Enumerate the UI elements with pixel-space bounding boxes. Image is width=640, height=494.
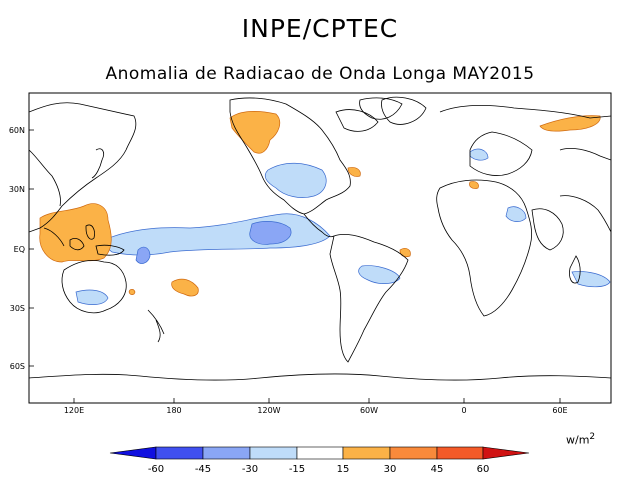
legend-label: 30 — [384, 464, 397, 475]
legend-label: 60 — [477, 464, 490, 475]
legend-label: -60 — [148, 464, 164, 475]
anomaly-negative-west-pacific — [135, 246, 151, 264]
lat-label-60n: 60N — [9, 126, 25, 135]
anomaly-positive-atlantic-us — [347, 167, 361, 177]
units-base: w/m — [566, 433, 590, 447]
coastlines — [29, 96, 611, 381]
map-subtitle: Anomalia de Radiacao de Onda Longa MAY20… — [105, 64, 535, 84]
anomaly-negative-center — [249, 221, 292, 245]
legend-label: -15 — [289, 464, 305, 475]
anomaly-positive-south-pacific — [171, 278, 199, 297]
legend-label: 15 — [337, 464, 350, 475]
map-frame — [28, 92, 612, 404]
anomaly-negative-tasman — [75, 289, 109, 305]
legend-swatch-3 — [249, 446, 298, 460]
legend-label: 45 — [431, 464, 444, 475]
anomaly-positive-north-africa — [469, 181, 479, 189]
legend-units: w/m2 — [566, 432, 595, 447]
legend-swatch-4 — [296, 446, 344, 460]
legend-swatch-above-60 — [482, 446, 530, 460]
lon-label-120w: 120W — [257, 406, 280, 415]
anomaly-negative-central-america — [264, 162, 327, 198]
legend-swatch-1 — [155, 446, 204, 460]
anomaly-negative-equatorial-pacific — [99, 213, 331, 256]
anomaly-positive-brazil-coast — [399, 248, 411, 258]
tick-marks — [29, 129, 561, 403]
legend-swatch-7 — [436, 446, 484, 460]
legend-swatch-5 — [342, 446, 391, 460]
lat-label-60s: 60S — [10, 362, 25, 371]
lon-label-180: 180 — [166, 406, 181, 415]
legend-swatch-below-60 — [109, 446, 157, 460]
legend-swatch-2 — [202, 446, 251, 460]
lat-label-30n: 30N — [9, 185, 25, 194]
anomaly-positive-maritime-continent — [39, 203, 112, 263]
legend-label: -30 — [242, 464, 258, 475]
anomaly-negative-south-atlantic — [358, 265, 401, 284]
anomaly-contours — [39, 111, 611, 305]
lat-label-30s: 30S — [10, 304, 25, 313]
anomaly-positive-alaska-canada — [229, 111, 281, 154]
lon-label-60w: 60W — [360, 406, 378, 415]
legend-label: -45 — [195, 464, 211, 475]
color-legend: -60 -45 -30 -15 15 30 45 60 — [109, 446, 530, 475]
anomaly-negative-south-africa — [571, 271, 611, 288]
lon-label-0: 0 — [461, 406, 466, 415]
lat-label-eq: EQ — [14, 245, 25, 254]
legend-swatch-6 — [389, 446, 438, 460]
units-exponent: 2 — [589, 432, 596, 442]
anomaly-positive-australia-north — [128, 289, 136, 295]
lon-label-60e: 60E — [552, 406, 567, 415]
lon-label-120e: 120E — [64, 406, 84, 415]
anomaly-positive-north-europe — [539, 115, 601, 132]
map-title: INPE/CPTEC — [241, 14, 399, 43]
anomaly-negative-north-asia — [469, 148, 489, 161]
anomaly-negative-arabia — [505, 206, 527, 222]
